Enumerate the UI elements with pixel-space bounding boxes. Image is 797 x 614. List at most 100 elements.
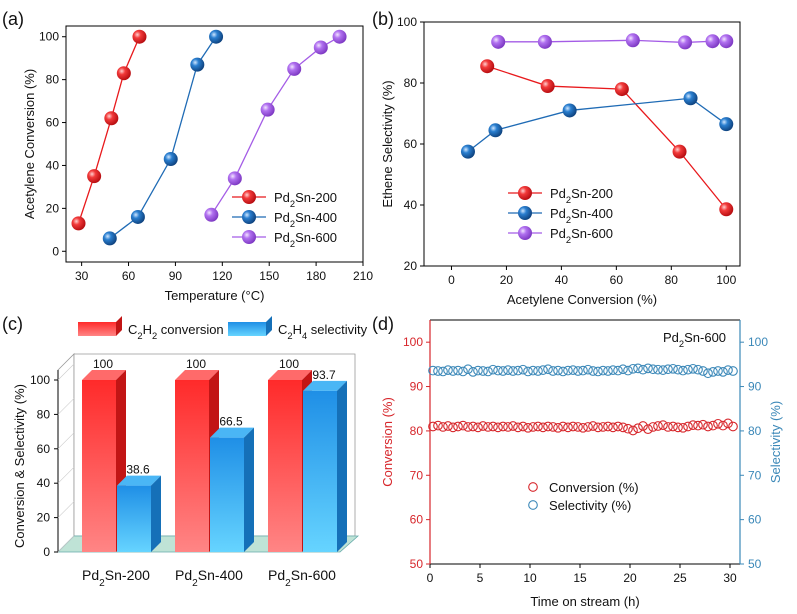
data-point: [448, 422, 458, 433]
data-point: [598, 422, 608, 432]
data-point: [614, 82, 629, 97]
data-point: [540, 79, 555, 94]
data-point: [578, 365, 588, 376]
y-right-tick-label: 50: [748, 557, 762, 571]
series-line: [498, 39, 727, 44]
data-point: [468, 421, 478, 432]
data-point: [528, 365, 538, 376]
data-point: [613, 421, 623, 432]
data-point: [628, 425, 638, 436]
data-point: [563, 365, 573, 376]
x-tick-label: 25: [673, 571, 687, 585]
data-point: [458, 420, 468, 431]
legend-label: Pd2Sn-400: [274, 210, 337, 229]
data-point: [703, 368, 713, 379]
data-point: [658, 420, 668, 430]
data-point: [438, 422, 448, 432]
data-point: [491, 34, 506, 49]
data-point: [673, 422, 683, 433]
data-point: [653, 364, 663, 375]
data-point: [260, 102, 275, 117]
data-point: [562, 103, 577, 118]
data-point: [663, 364, 673, 375]
data-point: [498, 421, 508, 432]
x-axis-label: Temperature (°C): [165, 288, 265, 303]
y-left-tick-label: 80: [410, 424, 424, 438]
x-tick-label: 0: [448, 273, 455, 287]
y-right-tick-label: 60: [748, 513, 762, 527]
data-point: [588, 421, 598, 431]
data-point: [648, 364, 658, 375]
data-point: [688, 363, 698, 374]
data-point: [705, 34, 720, 49]
data-point: [603, 421, 613, 432]
data-point: [190, 57, 205, 72]
data-point: [508, 366, 518, 376]
data-point: [698, 366, 708, 376]
y-right-tick-label: 90: [748, 380, 762, 394]
legend-marker: [518, 226, 532, 240]
series-line: [210, 36, 340, 216]
data-point: [578, 422, 588, 433]
data-point: [638, 421, 648, 431]
x-tick-label: 90: [169, 269, 183, 283]
x-tick-label: 15: [573, 571, 587, 585]
data-point: [428, 365, 438, 376]
data-point: [538, 365, 548, 375]
panel-label: (c): [2, 314, 23, 334]
data-point: [548, 366, 558, 376]
data-point: [478, 421, 488, 431]
data-point: [573, 422, 583, 432]
legend-label: Pd2Sn-600: [550, 226, 613, 245]
x-tick-label: 10: [523, 571, 537, 585]
bar-top: [210, 427, 254, 438]
data-point: [533, 421, 543, 432]
data-point: [703, 421, 713, 432]
y-tick-label: 20: [404, 259, 418, 273]
y-axis-label: Ethene Selectivity (%): [380, 80, 395, 207]
data-point: [493, 422, 503, 433]
data-point: [508, 421, 518, 431]
panel-b: 0 20 40 60 80 100 20 40 60 80 100 Acetylene Convers…: [372, 9, 741, 307]
bar-top: [82, 370, 126, 380]
data-point: [498, 366, 508, 376]
y-tick-label: 60: [37, 442, 51, 456]
legend-marker: [242, 190, 256, 204]
x-tick-label: 30: [75, 269, 89, 283]
data-point: [433, 366, 443, 376]
y-right-tick-label: 100: [748, 335, 768, 349]
data-point: [458, 366, 468, 377]
data-point: [227, 171, 242, 186]
y-tick-label: 100: [39, 30, 59, 44]
y-tick-label: 80: [37, 407, 51, 421]
data-point: [563, 422, 573, 433]
bar-top: [268, 370, 312, 380]
data-point: [588, 366, 598, 376]
data-point: [708, 420, 718, 431]
x-tick-label: 100: [716, 273, 736, 287]
bar-top: [303, 380, 347, 391]
data-point: [71, 216, 86, 231]
data-point: [568, 365, 578, 375]
legend-label: Pd2Sn-400: [550, 206, 613, 225]
data-point: [538, 422, 548, 433]
x-axis-label: Acetylene Conversion (%): [507, 292, 657, 307]
bar-side: [244, 427, 254, 552]
panel-d: 0 5 10 15 20 25 30 50 50 60 60 70 70 80 80 90 90 100 100 Ti…: [372, 314, 783, 609]
data-point: [483, 366, 493, 377]
legend-marker: [518, 186, 532, 200]
bar-value-label: 100: [279, 357, 299, 371]
legend-label: Pd2Sn-600: [274, 230, 337, 249]
x-tick-label: 20: [500, 273, 514, 287]
data-point: [132, 29, 147, 44]
y-tick-label: 20: [37, 511, 51, 525]
y-right-tick-label: 70: [748, 468, 762, 482]
data-point: [668, 421, 678, 432]
bar: [303, 390, 337, 552]
category-label: Pd2Sn-200: [82, 567, 150, 589]
data-point: [453, 365, 463, 376]
data-point: [473, 422, 483, 433]
bar: [82, 380, 116, 552]
data-point: [663, 422, 673, 432]
